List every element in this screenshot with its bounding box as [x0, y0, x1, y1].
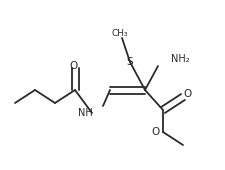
Text: NH₂: NH₂ [171, 54, 190, 64]
Text: O: O [69, 61, 77, 71]
Text: S: S [127, 57, 133, 67]
Text: CH₃: CH₃ [112, 29, 128, 38]
Text: O: O [184, 89, 192, 99]
Text: O: O [151, 127, 159, 137]
Text: NH: NH [78, 108, 93, 118]
